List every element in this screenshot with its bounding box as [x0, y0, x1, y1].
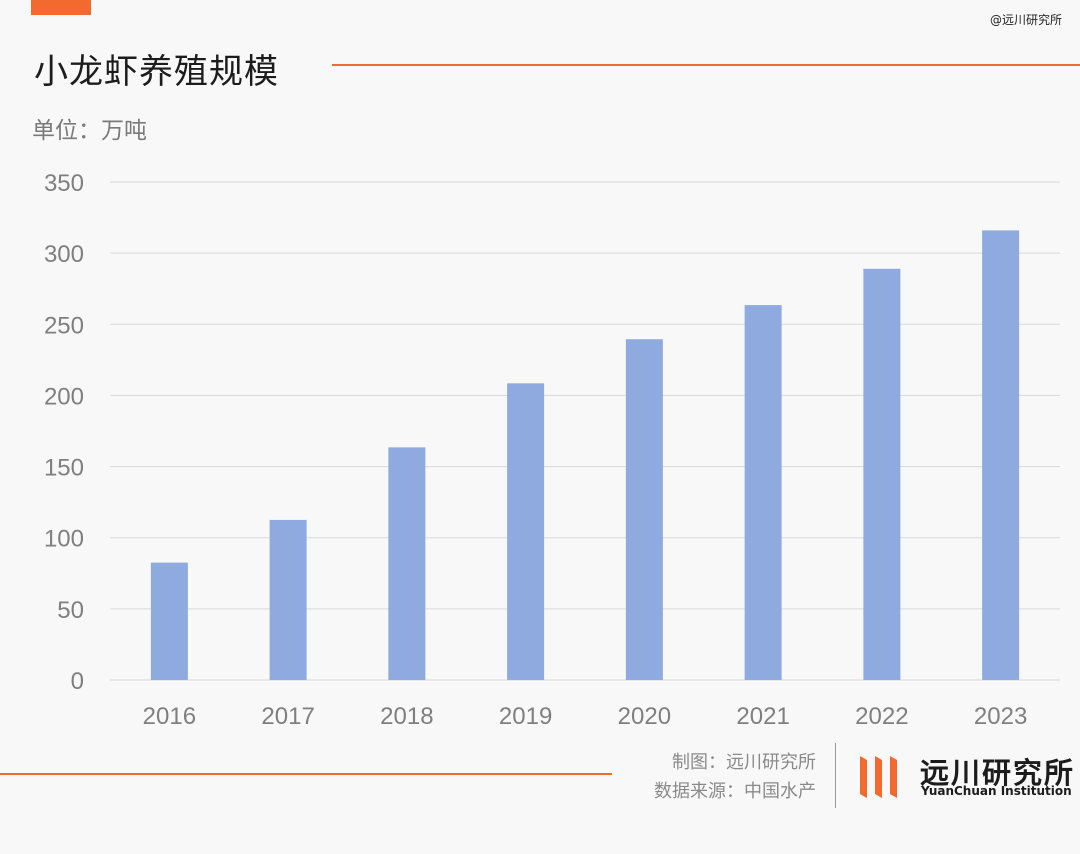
x-tick-label: 2023	[974, 703, 1027, 730]
bar-2017	[269, 519, 307, 680]
watermark: @远川研究所	[989, 13, 1062, 27]
y-tick-label: 150	[44, 455, 84, 482]
y-tick-label: 50	[57, 597, 84, 624]
top-accent-tab	[31, 0, 91, 15]
y-tick-label: 100	[44, 526, 84, 553]
y-tick-labels: 0 50 100 150 200 250 300 350	[44, 170, 84, 695]
x-tick-label: 2020	[618, 703, 671, 730]
logo-mark-icon	[860, 756, 897, 798]
credits: 制图：远川研究所 数据来源：中国水产	[654, 748, 816, 806]
bar-2022	[863, 268, 901, 680]
footer-divider	[835, 743, 836, 808]
x-tick-label: 2016	[143, 703, 196, 730]
bars	[150, 230, 1020, 680]
y-tick-label: 300	[44, 241, 84, 268]
x-tick-label: 2021	[736, 703, 789, 730]
y-tick-label: 200	[44, 383, 84, 410]
x-tick-label: 2018	[380, 703, 433, 730]
bar-2021	[744, 305, 782, 680]
bar-2023	[982, 230, 1020, 680]
bottom-rule	[0, 773, 612, 775]
chart-title: 小龙虾养殖规模	[34, 52, 279, 92]
x-tick-label: 2017	[261, 703, 314, 730]
x-tick-label: 2019	[499, 703, 552, 730]
made-by-text: 制图：远川研究所	[672, 752, 816, 773]
x-tick-labels: 2016 2017 2018 2019 2020 2021 2022 2023	[143, 703, 1028, 730]
y-tick-label: 0	[71, 668, 84, 695]
x-tick-label: 2022	[855, 703, 908, 730]
bar-2019	[507, 383, 545, 680]
bar-2018	[388, 447, 426, 680]
bar-2016	[150, 562, 188, 680]
source-text: 数据来源：中国水产	[654, 781, 816, 802]
title-rule	[332, 64, 1080, 66]
bar-2020	[625, 339, 663, 680]
grid-lines	[110, 181, 1060, 681]
logo-en-text: YuanChuan Institution	[921, 784, 1072, 798]
y-tick-label: 250	[44, 312, 84, 339]
unit-label: 单位：万吨	[32, 118, 147, 144]
y-tick-label: 350	[44, 170, 84, 197]
logo-cn-text: 远川研究所	[920, 756, 1076, 790]
